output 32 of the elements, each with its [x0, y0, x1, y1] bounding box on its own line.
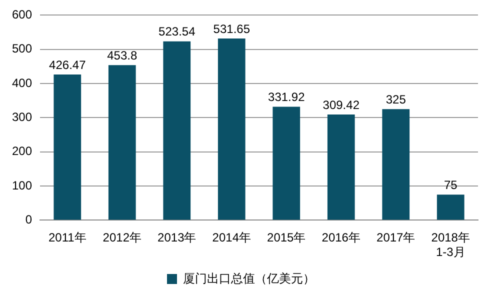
y-tick-label: 600: [12, 8, 32, 22]
x-tick-label: 2017年: [376, 230, 416, 245]
y-tick-label: 400: [12, 76, 32, 90]
x-tick-label: 2015年: [267, 230, 306, 245]
x-tick-label: 2011年: [48, 230, 86, 245]
bar: [163, 41, 191, 220]
bar: [218, 38, 246, 220]
y-tick-label: 500: [12, 42, 32, 56]
y-tick-label: 300: [12, 110, 32, 124]
data-label: 426.47: [49, 58, 86, 72]
legend-label: 厦门出口总值（亿美元）: [183, 271, 315, 286]
x-tick-label: 2012年: [102, 230, 142, 245]
data-label: 325: [386, 92, 406, 106]
data-label: 523.54: [158, 24, 196, 39]
data-label: 531.65: [213, 22, 250, 36]
bar: [382, 109, 410, 220]
x-tick-label: 2018年 1-3月: [431, 230, 470, 260]
data-label: 331.92: [268, 90, 306, 104]
bar: [108, 65, 136, 220]
y-tick-label: 100: [12, 178, 32, 192]
data-label: 75: [444, 178, 458, 192]
x-tick-label: 2014年: [212, 230, 251, 245]
y-tick-label: 200: [12, 144, 32, 158]
bar: [436, 194, 464, 220]
data-label: 453.8: [107, 48, 138, 62]
y-tick-label: 0: [25, 212, 32, 227]
bar: [54, 74, 82, 220]
bar: [272, 106, 300, 220]
data-label: 309.42: [322, 98, 360, 112]
x-tick-label: 2016年: [322, 230, 360, 245]
x-tick-label: 2013年: [158, 230, 196, 245]
bar: [327, 114, 355, 220]
